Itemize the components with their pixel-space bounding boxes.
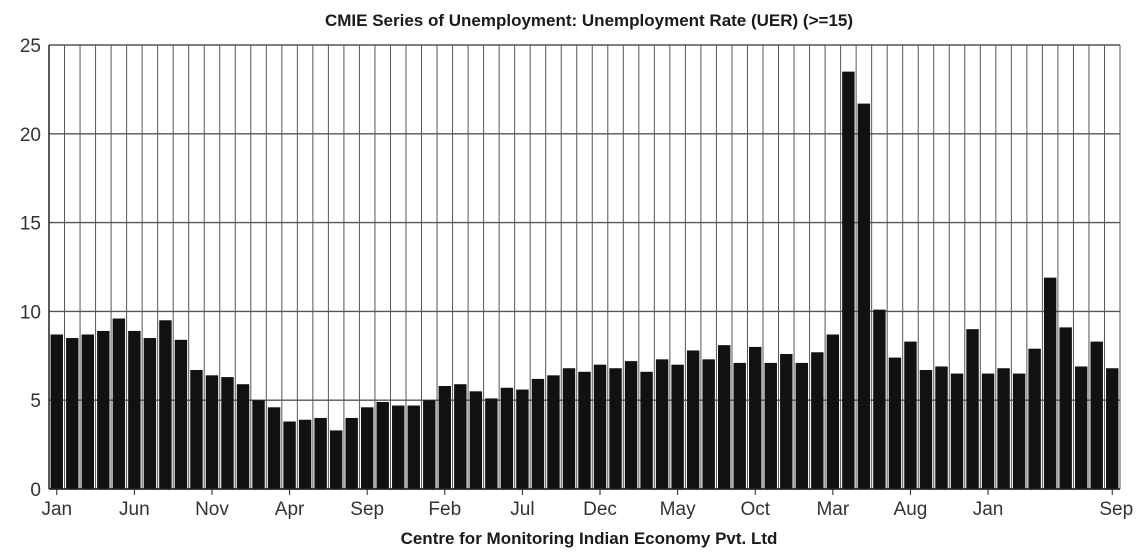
bar xyxy=(919,370,933,489)
bar xyxy=(97,330,110,489)
y-tick-label: 10 xyxy=(20,302,41,323)
bar xyxy=(159,320,172,489)
bar xyxy=(593,364,607,489)
bar xyxy=(1059,327,1072,489)
y-tick-label: 20 xyxy=(20,125,41,146)
bar xyxy=(950,373,964,489)
x-tick-label: Feb xyxy=(428,499,461,520)
bar xyxy=(128,330,141,489)
bar xyxy=(469,391,483,489)
axes xyxy=(48,45,1120,495)
bar xyxy=(190,370,203,489)
x-tick-label: Aug xyxy=(894,499,928,520)
bar xyxy=(252,400,265,489)
bar xyxy=(392,405,405,489)
bar xyxy=(267,407,281,489)
bar xyxy=(904,341,917,489)
x-tick-label: Nov xyxy=(195,499,229,520)
bar xyxy=(283,421,296,489)
x-tick-label: Sep xyxy=(350,499,384,520)
bar xyxy=(485,398,498,489)
bar xyxy=(609,368,622,489)
bar xyxy=(407,405,420,489)
bar xyxy=(66,338,79,489)
bar xyxy=(655,359,669,489)
y-tick-labels: 0 5 10 15 20 25 xyxy=(20,36,41,501)
bar xyxy=(376,401,389,489)
bar xyxy=(764,362,777,489)
bar xyxy=(500,387,514,489)
x-tick-label: Dec xyxy=(583,499,617,520)
y-tick-label: 15 xyxy=(20,214,41,235)
bar xyxy=(298,419,312,489)
bar xyxy=(81,334,95,489)
bar xyxy=(516,389,529,489)
bar xyxy=(345,417,358,489)
bar xyxy=(1074,366,1088,489)
bar xyxy=(811,352,824,489)
bar xyxy=(531,378,545,489)
bar xyxy=(702,359,715,489)
bar xyxy=(236,384,250,489)
bar xyxy=(780,354,793,489)
chart-title: CMIE Series of Unemployment: Unemploymen… xyxy=(325,11,853,30)
bar xyxy=(1012,373,1026,489)
x-tick-label: Jan xyxy=(973,499,1004,520)
bar xyxy=(578,371,591,489)
bars xyxy=(50,71,1119,489)
bar xyxy=(935,366,948,489)
bar xyxy=(221,377,234,489)
x-axis-label: Centre for Monitoring Indian Economy Pvt… xyxy=(401,529,778,548)
bar xyxy=(981,373,995,489)
bar xyxy=(314,417,327,489)
bar xyxy=(795,362,809,489)
bar xyxy=(624,361,638,489)
bar xyxy=(842,71,855,489)
bar xyxy=(112,318,126,489)
bar xyxy=(143,338,157,489)
bar xyxy=(423,400,436,489)
bar xyxy=(360,407,374,489)
x-tick-label: Jun xyxy=(119,499,150,520)
bar xyxy=(454,384,467,489)
bar xyxy=(733,362,746,489)
bar xyxy=(686,350,700,489)
bar xyxy=(966,329,979,489)
bar xyxy=(547,375,560,489)
bar xyxy=(562,368,576,489)
bar xyxy=(826,334,840,489)
bar xyxy=(857,103,871,489)
bar xyxy=(997,368,1010,489)
bar xyxy=(438,385,452,489)
bar xyxy=(1090,341,1103,489)
bar xyxy=(749,346,762,489)
x-tick-label: Oct xyxy=(740,499,770,520)
bar xyxy=(50,334,63,489)
bar xyxy=(717,345,731,489)
bar xyxy=(671,364,684,489)
y-tick-label: 0 xyxy=(30,480,41,501)
bar xyxy=(640,371,653,489)
x-tick-label: Jan xyxy=(41,499,72,520)
bar xyxy=(888,357,902,489)
x-tick-label: Apr xyxy=(275,499,305,520)
bar xyxy=(873,309,886,489)
bar xyxy=(174,339,188,489)
bar xyxy=(329,430,343,489)
x-tick-label: Jul xyxy=(510,499,534,520)
x-tick-label: May xyxy=(660,499,696,520)
x-tick-label: Sep xyxy=(1099,499,1133,520)
x-tick-labels: Jan Jun Nov Apr Sep Feb Jul Dec May Oct Mar Aug Jan S… xyxy=(41,499,1133,520)
y-tick-label: 25 xyxy=(20,36,41,57)
bar xyxy=(1028,348,1041,489)
bar xyxy=(1043,277,1057,489)
bar xyxy=(1106,368,1119,489)
y-tick-label: 5 xyxy=(30,391,41,412)
bar xyxy=(205,375,219,489)
x-tick-label: Mar xyxy=(816,499,849,520)
